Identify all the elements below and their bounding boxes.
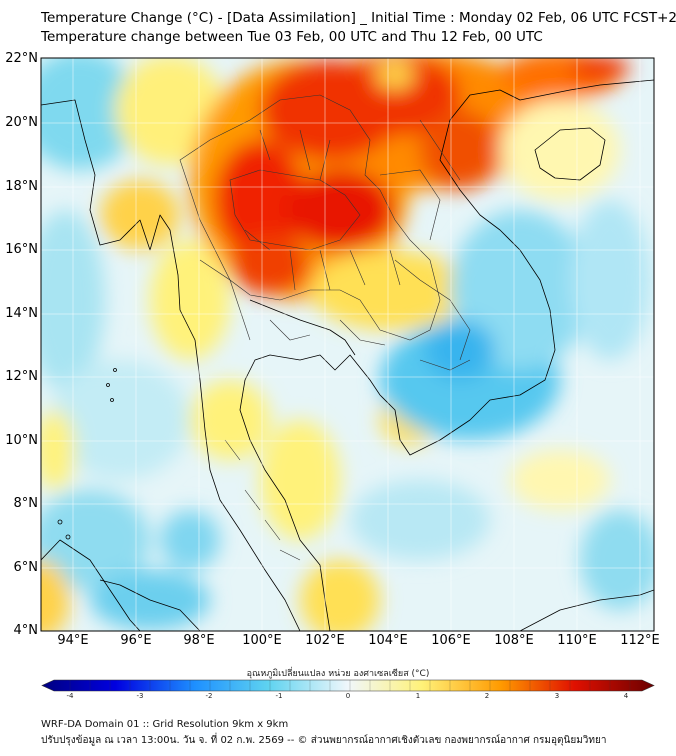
colorbar-tick: 0 <box>345 692 351 700</box>
colorbar <box>41 679 655 692</box>
lon-label-102e: 102°E <box>305 633 345 648</box>
colorbar-tick: -2 <box>205 692 213 700</box>
map-frame <box>40 57 655 632</box>
colorbar-tick: 3 <box>554 692 560 700</box>
lat-label-10n: 10°N <box>5 433 38 448</box>
colorbar-title: อุณหภูมิเปลี่ยนแปลง หน่วย องศาเซลเซียส (… <box>246 669 430 679</box>
lat-label-12n: 12°N <box>5 369 38 384</box>
lat-label-18n: 18°N <box>5 179 38 194</box>
lon-label-96e: 96°E <box>120 633 152 648</box>
lon-label-108e: 108°E <box>494 633 534 648</box>
colorbar-tick: -1 <box>275 692 283 700</box>
lat-label-8n: 8°N <box>13 496 39 511</box>
lon-label-98e: 98°E <box>183 633 215 648</box>
footer-model-info: WRF-DA Domain 01 :: Grid Resolution 9km … <box>41 719 289 730</box>
lon-label-106e: 106°E <box>431 633 471 648</box>
colorbar-tick: -4 <box>66 692 74 700</box>
lon-label-104e: 104°E <box>368 633 408 648</box>
lat-label-4n: 4°N <box>13 623 39 638</box>
map-subtitle: Temperature change between Tue 03 Feb, 0… <box>41 29 543 45</box>
lon-label-100e: 100°E <box>242 633 282 648</box>
lat-label-14n: 14°N <box>5 306 38 321</box>
lat-label-20n: 20°N <box>5 115 38 130</box>
footer-credit: ปรับปรุงข้อมูล ณ เวลา 13:00น. วัน จ. ที่… <box>41 735 607 746</box>
colorbar-tick: -3 <box>136 692 144 700</box>
graticule <box>41 58 654 631</box>
colorbar-tick: 2 <box>484 692 490 700</box>
colorbar-tick: 1 <box>415 692 421 700</box>
map-title: Temperature Change (°C) - [Data Assimila… <box>41 10 676 26</box>
temperature-field <box>41 58 654 631</box>
lat-label-22n: 22°N <box>5 51 38 66</box>
lon-label-112e: 112°E <box>620 633 660 648</box>
lat-label-6n: 6°N <box>13 560 39 575</box>
lon-label-94e: 94°E <box>57 633 89 648</box>
coastlines <box>41 79 654 631</box>
lon-label-110e: 110°E <box>557 633 597 648</box>
colorbar-tick: 4 <box>623 692 629 700</box>
lat-label-16n: 16°N <box>5 242 38 257</box>
